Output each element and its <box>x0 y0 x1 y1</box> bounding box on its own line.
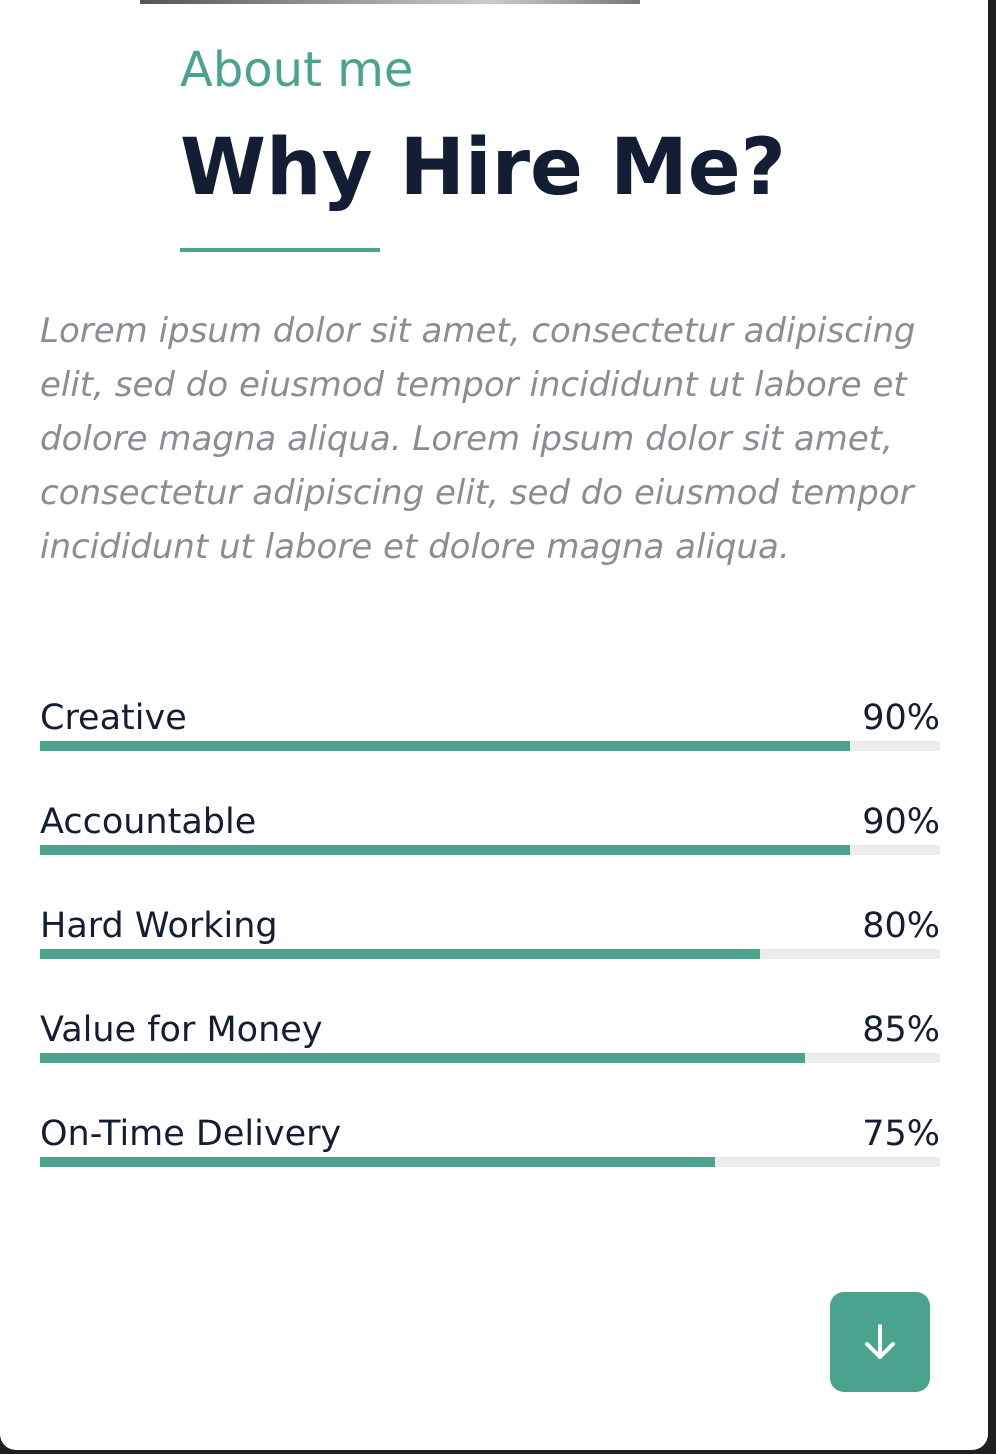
skill-progress-track <box>40 1053 940 1063</box>
section-eyebrow: About me <box>180 42 414 98</box>
skill-name: Creative <box>40 698 187 738</box>
skill-name: On-Time Delivery <box>40 1114 342 1154</box>
skill-item: Hard Working 80% <box>40 896 940 1000</box>
skill-percent: 90% <box>862 698 940 738</box>
skill-name: Accountable <box>40 802 257 842</box>
intro-paragraph: Lorem ipsum dolor sit amet, consectetur … <box>40 311 916 567</box>
skills-list: Creative 90% Accountable 90% Hard Workin… <box>40 688 940 1208</box>
skill-progress-fill <box>40 1157 715 1167</box>
scroll-down-button[interactable] <box>830 1292 930 1392</box>
skill-progress-fill <box>40 845 850 855</box>
skill-item: Creative 90% <box>40 688 940 792</box>
skill-name: Value for Money <box>40 1010 323 1050</box>
skill-item: Value for Money 85% <box>40 1000 940 1104</box>
skill-progress-fill <box>40 1053 805 1063</box>
skill-item: Accountable 90% <box>40 792 940 896</box>
skill-progress-track <box>40 845 940 855</box>
arrow-down-icon <box>865 1324 895 1359</box>
skill-percent: 90% <box>862 802 940 842</box>
skill-item: On-Time Delivery 75% <box>40 1104 940 1208</box>
skill-progress-fill <box>40 741 850 751</box>
skill-percent: 80% <box>862 906 940 946</box>
skill-percent: 85% <box>862 1010 940 1050</box>
skill-progress-track <box>40 741 940 751</box>
skill-progress-fill <box>40 949 760 959</box>
header-image-edge <box>140 0 640 4</box>
skill-progress-track <box>40 949 940 959</box>
skill-percent: 75% <box>862 1114 940 1154</box>
next-section-heading-peek <box>400 1436 415 1450</box>
page-title: Why Hire Me? <box>180 123 786 213</box>
skill-progress-track <box>40 1157 940 1167</box>
skill-name: Hard Working <box>40 906 278 946</box>
title-underline <box>180 248 380 252</box>
